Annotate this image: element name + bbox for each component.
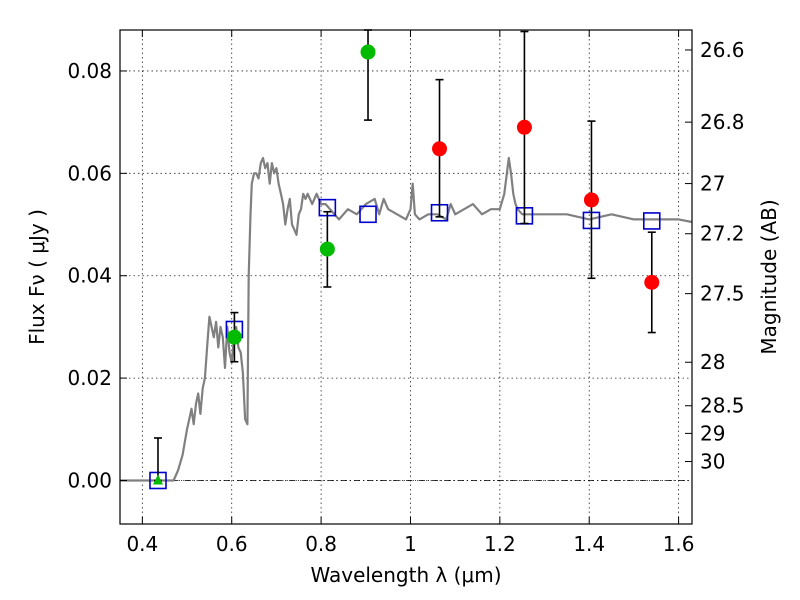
observed-flux-point bbox=[432, 141, 448, 157]
y2-axis-title: Magnitude (AB) bbox=[757, 199, 781, 354]
y-tick-label: 0.00 bbox=[67, 468, 112, 492]
plot-frame bbox=[119, 29, 693, 525]
x-tick-label: 1 bbox=[404, 532, 417, 556]
y2-tick-labels: 26.6 26.8 27 27.2 27.5 28 28.5 29 30 bbox=[700, 38, 745, 474]
model-photometry-square bbox=[359, 205, 377, 224]
observed-flux-point bbox=[644, 274, 660, 290]
grid-lines bbox=[120, 30, 692, 524]
y2-tick-label: 28 bbox=[700, 350, 725, 374]
x-tick-label: 1.6 bbox=[663, 532, 695, 556]
x-tick-label: 0.4 bbox=[126, 532, 158, 556]
observed-flux-point bbox=[226, 329, 242, 345]
y2-tick-label: 26.6 bbox=[700, 38, 745, 62]
y-tick-label: 0.06 bbox=[67, 161, 112, 185]
y-tick-label: 0.04 bbox=[67, 264, 112, 288]
axis-ticks bbox=[120, 30, 692, 524]
x-tick-label: 0.8 bbox=[305, 532, 337, 556]
x-tick-labels: 0.4 0.6 0.8 1 1.2 1.4 1.6 bbox=[126, 532, 694, 556]
data-markers bbox=[149, 29, 661, 490]
observed-flux-point bbox=[360, 44, 376, 60]
y2-tick-label: 26.8 bbox=[700, 110, 745, 134]
observed-flux-point bbox=[583, 192, 599, 208]
y-tick-label: 0.02 bbox=[67, 366, 112, 390]
x-tick-label: 1.4 bbox=[573, 532, 605, 556]
x-axis-title: Wavelength λ (μm) bbox=[310, 563, 501, 587]
x-tick-label: 1.2 bbox=[484, 532, 516, 556]
y2-tick-label: 30 bbox=[700, 450, 725, 474]
y2-tick-label: 27.2 bbox=[700, 222, 745, 246]
y-tick-label: 0.08 bbox=[67, 59, 112, 83]
model-photometry-square bbox=[642, 212, 661, 230]
y2-tick-label: 27 bbox=[700, 172, 725, 196]
observed-flux-point bbox=[516, 119, 532, 135]
upper-limit-triangle bbox=[152, 474, 163, 485]
y-tick-labels: 0.00 0.02 0.04 0.06 0.08 bbox=[67, 59, 112, 493]
x-tick-label: 0.6 bbox=[216, 532, 248, 556]
y2-tick-label: 27.5 bbox=[700, 282, 745, 306]
observed-flux-point bbox=[319, 241, 335, 257]
y2-tick-label: 29 bbox=[700, 421, 725, 445]
y-axis-title: Flux Fν ( μJy ) bbox=[25, 209, 49, 345]
sed-curve-layer bbox=[120, 156, 693, 482]
y2-tick-label: 28.5 bbox=[700, 394, 745, 418]
sed-model-curve bbox=[120, 156, 693, 482]
